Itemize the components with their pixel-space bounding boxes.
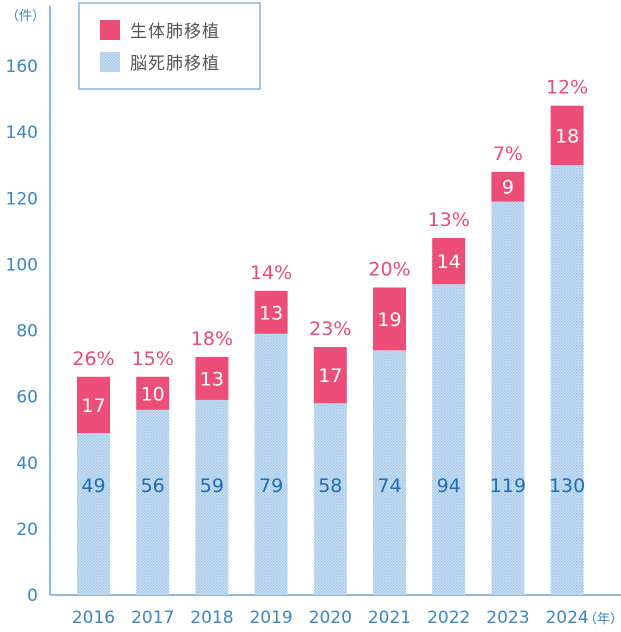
bar-brain-2024 — [550, 165, 584, 595]
label-live-2023: 9 — [502, 177, 514, 199]
bar-group-2024: 130 18 12% — [546, 77, 588, 595]
label-live-2019: 13 — [259, 302, 283, 324]
label-live-2016: 17 — [81, 395, 105, 417]
x-tick-label: 2018 — [190, 608, 233, 628]
bar-group-2016: 49 17 26% — [72, 348, 115, 595]
legend-label-brain: 脳死肺移植 — [130, 54, 220, 74]
bar-brain-2018 — [195, 399, 229, 595]
bar-group-2020: 58 17 23% — [309, 318, 351, 595]
y-tick-label: 0 — [27, 586, 38, 606]
label-pct-2021: 20% — [368, 259, 410, 281]
bar-group-2019: 79 13 14% — [250, 262, 292, 595]
label-live-2017: 10 — [141, 383, 165, 405]
bar-brain-2017 — [136, 409, 170, 595]
y-tick-label: 160 — [6, 57, 38, 77]
bar-brain-2016 — [77, 432, 110, 595]
x-tick-label: 2020 — [309, 608, 352, 628]
y-tick-label: 60 — [16, 388, 38, 408]
bar-brain-2021 — [373, 350, 406, 595]
y-tick-label: 120 — [6, 189, 38, 209]
bar-live-2020 — [313, 347, 347, 404]
label-live-2020: 17 — [318, 365, 342, 387]
y-tick-label: 100 — [6, 255, 38, 275]
label-pct-2019: 14% — [250, 262, 292, 284]
label-live-2018: 13 — [200, 368, 224, 390]
label-pct-2018: 18% — [191, 328, 233, 350]
y-tick-label: 20 — [16, 520, 38, 540]
bar-brain-2020 — [313, 403, 347, 595]
bar-group-2023: 119 9 7% — [490, 143, 526, 595]
x-tick-label: 2022 — [427, 608, 470, 628]
x-tick-label: 2021 — [368, 608, 411, 628]
x-tick-label: 2024 — [545, 608, 588, 628]
label-live-2022: 14 — [437, 251, 461, 273]
bar-live-2016 — [77, 376, 110, 433]
label-pct-2022: 13% — [428, 209, 470, 231]
label-pct-2016: 26% — [72, 348, 114, 370]
label-brain-2024: 130 — [549, 475, 585, 497]
bar-live-2018 — [195, 356, 229, 400]
bar-brain-2022 — [432, 284, 466, 595]
bar-live-2021 — [373, 287, 406, 351]
label-brain-2020: 58 — [318, 475, 342, 497]
label-pct-2024: 12% — [546, 77, 588, 99]
legend-box — [78, 2, 261, 90]
y-tick-label: 40 — [16, 454, 38, 474]
y-unit-label: （件） — [6, 9, 45, 24]
label-brain-2017: 56 — [141, 475, 165, 497]
y-tick-label: 140 — [6, 123, 38, 143]
label-brain-2016: 49 — [81, 475, 105, 497]
label-pct-2017: 15% — [132, 348, 174, 370]
label-pct-2020: 23% — [309, 318, 351, 340]
legend: 生体肺移植 脳死肺移植 — [78, 2, 261, 90]
bar-brain-2023 — [491, 201, 525, 595]
x-tick-label: 2016 — [72, 608, 115, 628]
bar-live-2017 — [136, 376, 170, 410]
label-live-2024: 18 — [555, 125, 579, 147]
label-pct-2023: 7% — [493, 143, 523, 165]
bar-live-2019 — [254, 290, 288, 334]
bar-group-2017: 56 10 15% — [132, 348, 174, 595]
x-tick-label: 2023 — [486, 608, 529, 628]
label-brain-2023: 119 — [490, 475, 526, 497]
legend-swatch-live — [100, 20, 120, 40]
bar-group-2022: 94 14 13% — [428, 209, 470, 595]
x-tick-label: 2017 — [131, 608, 174, 628]
label-brain-2018: 59 — [200, 475, 224, 497]
legend-swatch-brain — [100, 52, 120, 72]
bar-group-2021: 74 19 20% — [368, 259, 411, 595]
bar-live-2022 — [432, 237, 466, 285]
x-tick-label: 2019 — [249, 608, 292, 628]
bar-brain-2019 — [254, 333, 288, 595]
x-unit-label: （年） — [584, 612, 621, 627]
y-tick-label: 80 — [16, 322, 38, 342]
label-brain-2019: 79 — [259, 475, 283, 497]
bar-live-2023 — [491, 171, 525, 202]
bar-group-2018: 59 13 18% — [191, 328, 233, 595]
bar-live-2024 — [550, 105, 584, 166]
label-brain-2021: 74 — [377, 475, 401, 497]
label-live-2021: 19 — [377, 309, 401, 331]
label-brain-2022: 94 — [437, 475, 461, 497]
legend-label-live: 生体肺移植 — [130, 22, 220, 42]
